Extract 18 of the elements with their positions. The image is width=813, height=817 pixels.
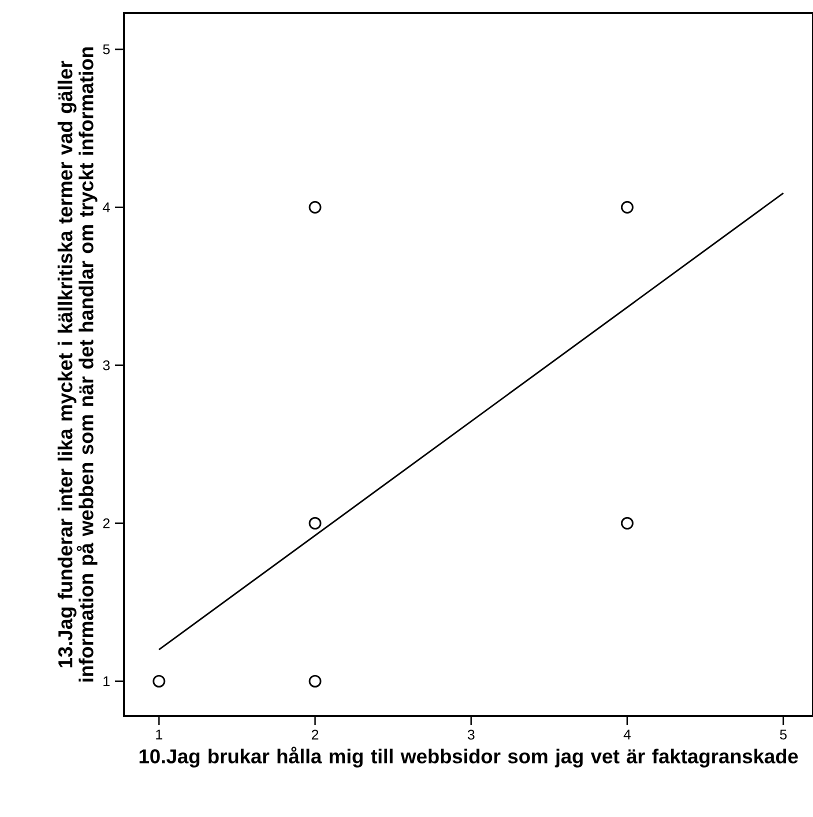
y-tick-label: 4	[102, 202, 110, 212]
point	[308, 516, 322, 530]
y-tick-label: 3	[103, 360, 110, 370]
x-tick-label: 2	[312, 730, 318, 740]
y-tick-label: 1	[104, 676, 110, 686]
y-axis-title: 13.Jag funderar inter lika mycket i källkritiska termer vad gäller information på webben som när det handlar om tryckt information	[58, 47, 98, 682]
point	[620, 201, 634, 214]
x-axis-title: 10.Jag brukar hålla mig till webbsidor som jag vet är faktagranskade	[140, 746, 798, 768]
x-tick-label: 3	[468, 730, 474, 740]
x-tick-label: 5	[780, 730, 787, 740]
point	[308, 674, 322, 688]
point	[308, 201, 322, 214]
x-tick-label: 1	[156, 730, 162, 740]
x-tick-label: 4	[624, 730, 631, 740]
y-tick-label: 2	[103, 518, 110, 528]
point	[152, 674, 166, 688]
point	[620, 516, 634, 530]
y-tick-label: 5	[103, 44, 110, 54]
